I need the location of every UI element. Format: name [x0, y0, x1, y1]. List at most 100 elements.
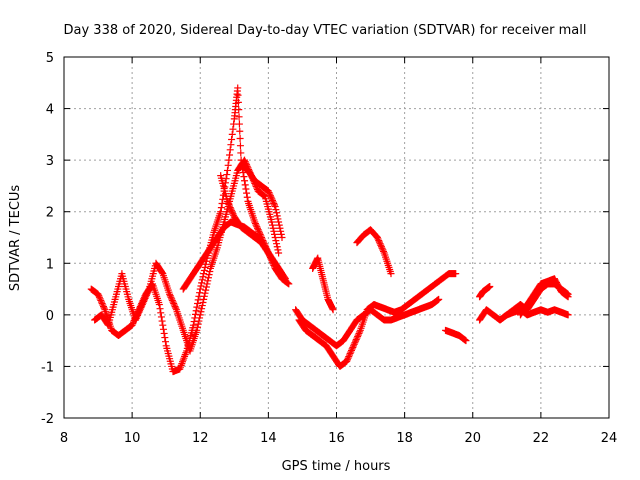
data-point	[268, 196, 276, 204]
data-point	[275, 218, 283, 226]
data-point	[353, 334, 361, 342]
series-track-g	[295, 270, 460, 370]
data-point	[229, 125, 237, 133]
data-point	[202, 286, 210, 294]
data-point	[134, 311, 142, 319]
data-point	[243, 193, 251, 201]
data-point	[226, 204, 234, 212]
data-point	[343, 357, 351, 365]
data-point	[379, 246, 387, 254]
data-point	[198, 302, 206, 310]
data-point	[138, 302, 146, 310]
data-point	[94, 290, 102, 298]
data-point	[278, 270, 286, 278]
x-tick-label: 8	[60, 431, 68, 446]
data-point	[266, 192, 274, 200]
data-point	[352, 337, 360, 345]
data-point	[266, 190, 274, 198]
data-point	[344, 354, 352, 362]
data-point	[224, 199, 232, 207]
x-tick-label: 20	[464, 431, 481, 446]
data-point	[271, 203, 279, 211]
data-point	[140, 296, 148, 304]
data-point	[256, 229, 264, 237]
data-point	[169, 298, 177, 306]
data-point	[199, 273, 207, 281]
data-point	[352, 336, 360, 344]
data-point	[281, 275, 289, 283]
data-point	[166, 290, 174, 298]
data-point	[228, 208, 236, 216]
series-track-d	[217, 172, 286, 278]
data-point	[269, 224, 277, 232]
y-tick-label: -2	[41, 412, 54, 427]
data-point	[158, 317, 166, 325]
data-point	[274, 215, 282, 223]
data-point	[217, 204, 225, 212]
data-point	[227, 205, 235, 213]
data-point	[142, 293, 150, 301]
data-point	[375, 237, 383, 245]
data-point	[204, 274, 212, 282]
data-point	[227, 141, 235, 149]
data-point	[158, 269, 166, 277]
data-point	[377, 241, 385, 249]
data-point	[281, 274, 289, 282]
x-tick-label: 10	[124, 431, 141, 446]
data-point	[347, 348, 355, 356]
data-point	[435, 295, 443, 303]
data-point	[128, 321, 136, 329]
data-point	[100, 303, 108, 311]
data-point	[374, 235, 382, 243]
y-tick-label: -1	[41, 360, 54, 375]
data-point	[136, 307, 144, 315]
data-point	[349, 343, 357, 351]
data-point	[285, 280, 293, 288]
data-point	[99, 301, 107, 309]
data-point	[198, 279, 206, 287]
data-point	[193, 303, 201, 311]
data-point	[228, 136, 236, 144]
x-tick-label: 24	[601, 431, 618, 446]
data-point	[189, 321, 197, 329]
data-point	[241, 177, 249, 185]
data-point	[354, 331, 362, 339]
x-tick-label: 18	[396, 431, 413, 446]
data-point	[97, 296, 105, 304]
data-point	[204, 277, 212, 285]
data-point	[170, 301, 178, 309]
data-point	[243, 189, 251, 197]
data-point	[329, 306, 337, 314]
data-point	[253, 223, 261, 231]
data-point	[265, 189, 273, 197]
y-axis-ticks: -2 -1 0 1 2 3 4 5	[41, 51, 609, 427]
data-point	[197, 282, 205, 290]
data-point	[223, 171, 231, 179]
data-point	[375, 238, 383, 246]
data-point	[224, 166, 231, 174]
data-point	[133, 313, 141, 321]
data-point	[141, 294, 149, 302]
y-tick-label: 4	[46, 103, 54, 118]
data-point	[273, 212, 281, 220]
data-point	[205, 271, 213, 279]
data-point	[202, 283, 210, 291]
data-point	[276, 224, 284, 232]
data-point	[255, 227, 263, 235]
data-point	[350, 340, 358, 348]
data-point	[144, 288, 152, 296]
data-point	[196, 314, 204, 322]
data-point	[270, 199, 278, 207]
data-point	[166, 292, 174, 300]
data-point	[229, 210, 237, 218]
data-point	[242, 185, 250, 193]
data-point	[218, 199, 226, 207]
data-point	[234, 91, 242, 99]
data-point	[129, 320, 137, 328]
data-point	[268, 218, 276, 226]
data-point	[201, 289, 209, 297]
data-point	[192, 307, 200, 315]
data-point	[226, 146, 234, 154]
data-point	[224, 161, 232, 169]
